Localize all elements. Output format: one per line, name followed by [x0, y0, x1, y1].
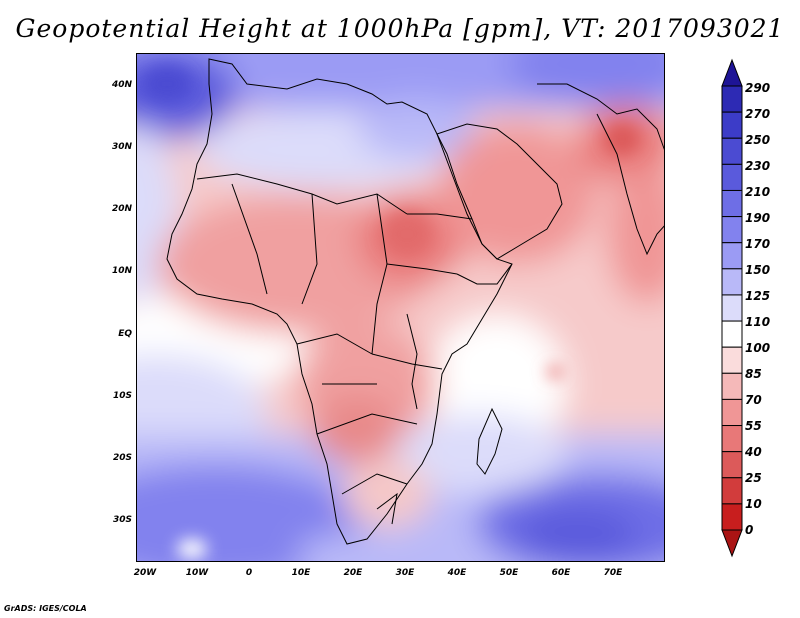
lat-label-30n: 30N — [111, 142, 132, 152]
colorbar-segment — [721, 268, 743, 296]
colorbar-label-110: 110 — [745, 315, 771, 329]
colorbar-segment — [721, 85, 743, 113]
lon-label-40e: 40E — [447, 568, 467, 578]
colorbar-segment — [721, 425, 743, 453]
colorbar-label-250: 250 — [745, 133, 771, 147]
colorbar-segment — [721, 111, 743, 139]
lat-label-10s: 10S — [112, 391, 132, 401]
lat-label-40n: 40N — [111, 80, 132, 90]
colorbar-label-210: 210 — [745, 185, 771, 199]
colorbar-segment — [721, 398, 743, 427]
colorbar-arrow-top — [721, 58, 743, 87]
colorbar-segment — [721, 346, 743, 374]
colorbar-segment — [721, 163, 743, 191]
colorbar-segment — [721, 294, 743, 322]
colorbar-segment — [721, 189, 743, 218]
lat-label-20n: 20N — [111, 204, 132, 214]
lon-label-10w: 10W — [185, 568, 209, 578]
colorbar-label-170: 170 — [745, 237, 771, 251]
colorbar-label-190: 190 — [745, 211, 771, 225]
colorbar-segment — [721, 137, 743, 165]
colorbar-label-55: 55 — [745, 419, 762, 433]
lon-label-0: 0 — [245, 568, 253, 578]
colorbar-label-270: 270 — [745, 107, 771, 121]
lon-label-20e: 20E — [343, 568, 363, 578]
colorbar-segment — [721, 451, 743, 479]
colorbar — [721, 58, 743, 558]
map-panel — [136, 53, 665, 562]
lon-label-70e: 70E — [603, 568, 623, 578]
chart-title: Geopotential Height at 1000hPa [gpm], VT… — [15, 14, 785, 43]
colorbar-label-40: 40 — [745, 445, 762, 459]
lon-label-50e: 50E — [499, 568, 519, 578]
colorbar-label-0: 0 — [745, 523, 754, 537]
colorbar-segment — [721, 372, 743, 400]
colorbar-segment — [721, 320, 743, 348]
map-field — [137, 54, 664, 561]
colorbar-segment — [721, 216, 743, 244]
lon-label-20w: 20W — [133, 568, 157, 578]
lon-label-30e: 30E — [395, 568, 415, 578]
lon-label-10e: 10E — [291, 568, 311, 578]
colorbar-label-10: 10 — [745, 497, 762, 511]
colorbar-label-230: 230 — [745, 159, 771, 173]
colorbar-label-25: 25 — [745, 471, 762, 485]
colorbar-segment — [721, 477, 743, 505]
colorbar-label-100: 100 — [745, 341, 771, 355]
colorbar-segment — [721, 503, 743, 531]
grads-credit: GrADS: IGES/COLA — [4, 604, 87, 613]
colorbar-segment — [721, 242, 743, 270]
colorbar-arrow-bottom — [721, 529, 743, 558]
colorbar-label-85: 85 — [745, 367, 762, 381]
colorbar-label-70: 70 — [745, 393, 762, 407]
lat-label-20s: 20S — [112, 453, 132, 463]
colorbar-label-290: 290 — [745, 81, 771, 95]
lat-label-10n: 10N — [111, 266, 132, 276]
colorbar-label-125: 125 — [745, 289, 771, 303]
lat-label-eq: EQ — [118, 329, 132, 339]
lon-label-60e: 60E — [551, 568, 571, 578]
colorbar-label-150: 150 — [745, 263, 771, 277]
lat-label-30s: 30S — [112, 515, 132, 525]
